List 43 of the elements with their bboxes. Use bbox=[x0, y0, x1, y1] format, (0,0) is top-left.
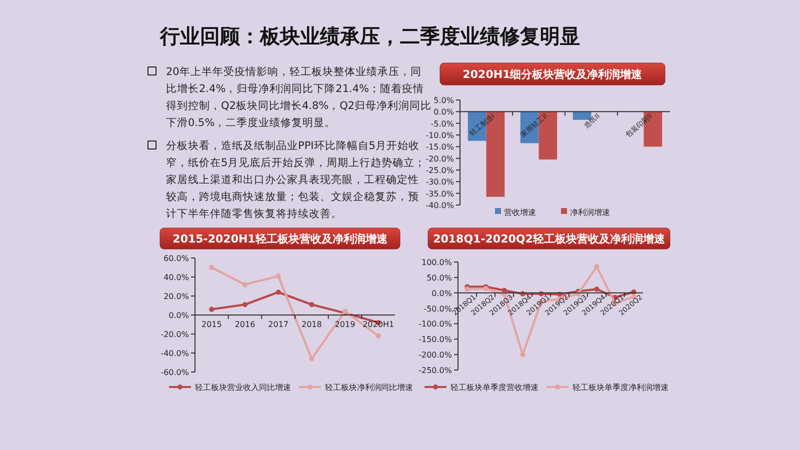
x-tick-label: 2017 bbox=[268, 320, 289, 329]
y-tick-label: -20.0% bbox=[160, 330, 190, 339]
y-tick-label: 0.0% bbox=[432, 288, 452, 298]
y-tick-label: -100.0% bbox=[418, 320, 452, 329]
y-tick-label: -30.0% bbox=[426, 178, 454, 187]
y-tick-label: 0.0% bbox=[168, 311, 190, 320]
chart-title: 2015-2020H1轻工板块营收及净利润增速 bbox=[172, 232, 388, 246]
y-tick-label: -10.0% bbox=[426, 131, 454, 140]
y-tick-label: -40.0% bbox=[160, 349, 190, 358]
legend-label: 轻工板块单季度营收增速 bbox=[450, 383, 538, 392]
y-tick-label: -250.0% bbox=[418, 366, 452, 375]
y-tick-label: -35.0% bbox=[426, 189, 454, 198]
y-tick-label: 100.0% bbox=[421, 258, 452, 267]
y-tick-label: 60.0% bbox=[164, 254, 190, 263]
x-tick-label: 2020H1 bbox=[362, 320, 394, 329]
y-tick-label: -20.0% bbox=[426, 154, 454, 164]
y-tick-label: 40.0% bbox=[164, 273, 190, 282]
legend-label: 轻工板块单季度净利润增速 bbox=[572, 383, 668, 392]
legend-label: 轻工板块营业收入同比增速 bbox=[195, 383, 291, 392]
y-tick-label: -40.0% bbox=[426, 201, 454, 210]
chart-title: 2018Q1-2020Q2轻工板块营收及净利润增速 bbox=[433, 232, 666, 246]
y-tick-label: 20.0% bbox=[164, 292, 190, 301]
y-tick-label: -5.0% bbox=[430, 119, 454, 128]
y-tick-label: 50.0% bbox=[426, 273, 452, 282]
y-tick-label: -150.0% bbox=[418, 335, 452, 344]
x-tick-label: 2016 bbox=[234, 320, 256, 329]
legend-label: 轻工板块净利润同比增速 bbox=[325, 383, 413, 392]
y-tick-label: -50.0% bbox=[424, 304, 452, 314]
y-tick-label: -25.0% bbox=[426, 166, 454, 175]
text: 20年上半年受疫情影响，轻工板块整体业绩承压，同比增长2.4%，归母净利润同比下降21.4%；随着疫情得到控制，Q2板块同比增长4.8%，Q2归母净利润同比下滑0.5%，二季度业绩修复明显。 bbox=[166, 65, 432, 129]
y-tick-label: 0.0% bbox=[434, 108, 454, 117]
chart-title: 2020H1细分板块营收及净利润增速 bbox=[462, 68, 644, 81]
x-tick-label: 2019 bbox=[334, 320, 356, 329]
y-tick-label: -15.0% bbox=[426, 142, 454, 152]
y-tick-label: 5.0% bbox=[434, 96, 454, 105]
x-tick-label: 2015 bbox=[201, 320, 222, 329]
text: 分板块看，造纸及纸制品业PPI环比降幅自5月开始收窄，纸价在5月见底后开始反弹，周期上行趋势确立；家居线上渠道和出口办公家具表现亮眼，工程确定性较高，跨境电商快速放量；包装、文娱企稳复苏，预计下半年伴随零售恢复将持续改善。 bbox=[166, 139, 426, 220]
legend-label: 净利润增速 bbox=[570, 208, 610, 217]
text: 行业回顾：板块业绩承压，二季度业绩修复明显 bbox=[159, 24, 580, 48]
legend-label: 营收增速 bbox=[504, 208, 536, 217]
x-tick-label: 2018 bbox=[301, 320, 322, 329]
y-tick-label: -200.0% bbox=[418, 350, 452, 360]
y-tick-label: -60.0% bbox=[160, 368, 190, 377]
